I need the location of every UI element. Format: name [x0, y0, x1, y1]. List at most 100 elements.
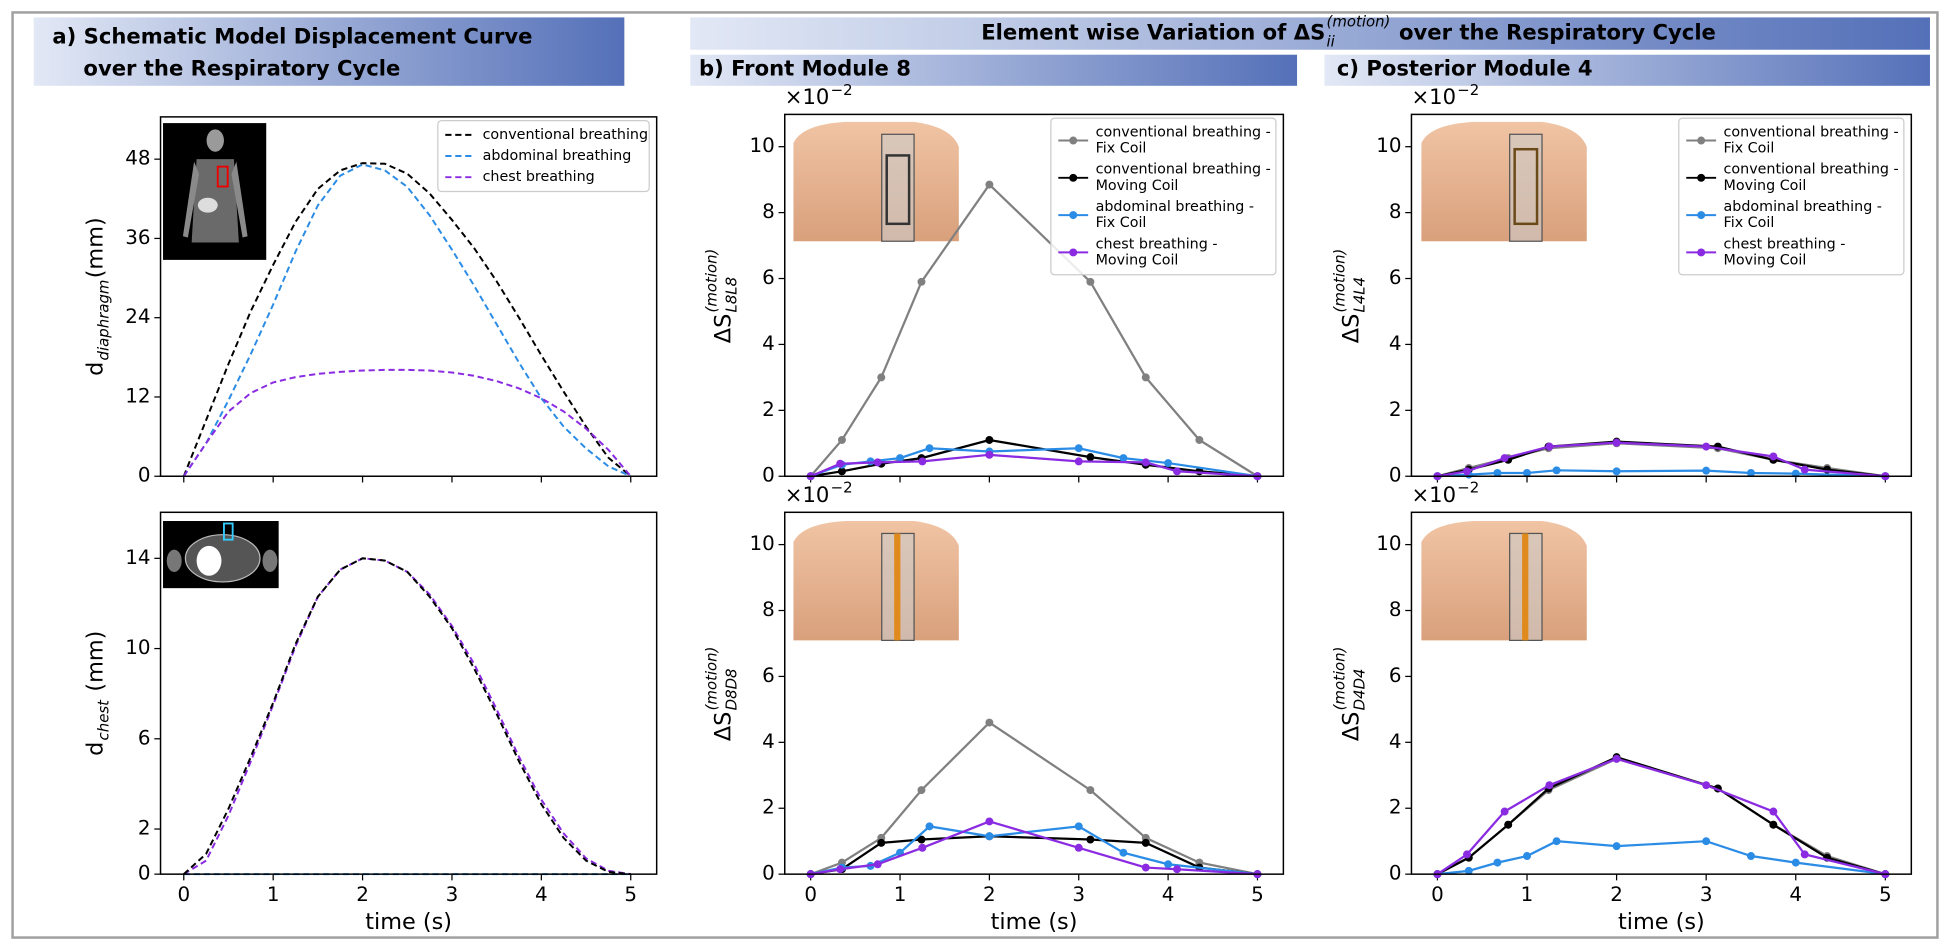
offset-text: ×10 −2 [1411, 479, 1479, 507]
data-point [1141, 458, 1150, 467]
data-layer: conventional breathing abdominal breathin… [159, 113, 1913, 879]
y-tick-label: 2 [1389, 796, 1402, 819]
label-text: Element wise Variation of ΔS [981, 20, 1325, 45]
label-sub: D4D4 [1350, 668, 1368, 710]
y-tick-label: 8 [1389, 200, 1402, 223]
data-point [1141, 838, 1150, 847]
label-after: (mm) [82, 631, 108, 699]
y-tick-label: 6 [762, 664, 775, 687]
data-point [1086, 835, 1095, 844]
data-point [1086, 277, 1095, 286]
data-point [1702, 837, 1711, 846]
offset-text: ×10 −2 [1411, 81, 1479, 109]
ct-coronal-inset [163, 123, 267, 260]
y-tick-label: 0 [138, 464, 151, 487]
y-tick-label: 4 [762, 730, 775, 753]
offset-exp: −2 [1457, 81, 1479, 99]
data-point [985, 450, 994, 459]
label-sup: (motion) [703, 249, 721, 313]
x-axis-label: time (s) [1618, 909, 1705, 935]
offset-base: ×10 [785, 84, 830, 109]
legend-label: conventional breathing [483, 127, 648, 143]
label-after: (mm) [82, 217, 108, 278]
data-point [1552, 466, 1561, 475]
data-point [896, 454, 905, 463]
data-point [1119, 848, 1128, 857]
data-point [1464, 866, 1473, 875]
data-point [1086, 453, 1095, 462]
data-point [1800, 850, 1809, 859]
data-point [1702, 781, 1711, 790]
header-a-line2: over the Respiratory Cycle [83, 56, 400, 81]
data-point [1702, 442, 1711, 451]
legend-marker [1697, 173, 1706, 182]
label-sub: diaphragm [95, 280, 113, 361]
x-tick-label: 3 [446, 883, 459, 906]
x-tick-label: 4 [1162, 883, 1175, 906]
y-tick-label: 12 [125, 384, 150, 407]
offset-text: ×10 −2 [785, 479, 853, 507]
y-tick-label: 4 [1389, 332, 1402, 355]
data-point [1463, 850, 1471, 859]
body-model-inset [1421, 521, 1587, 642]
header-main-text: Element wise Variation of ΔS (motion) ii o… [981, 12, 1716, 50]
y-tick-label: 10 [125, 636, 150, 659]
header-main: Element wise Variation of ΔS (motion) ii o… [981, 12, 1716, 50]
y-axis-label: ΔS(motion) D4D4 [1331, 647, 1369, 742]
legend-marker [1697, 211, 1706, 220]
data-point [1141, 863, 1150, 872]
y-tick-label: 10 [1376, 134, 1401, 157]
legend-label: chest breathing -Moving Coil [1096, 236, 1218, 268]
data-point [985, 832, 994, 841]
legend-label-line: Fix Coil [1724, 141, 1775, 157]
label-sub: chest [95, 699, 113, 741]
data-point [1173, 865, 1182, 874]
legend-label-line: conventional breathing - [1724, 124, 1899, 140]
x-tick-label: 1 [894, 883, 907, 906]
y-tick-label: 6 [138, 726, 151, 749]
data-point [1746, 468, 1755, 477]
legend-label: conventional breathing -Fix Coil [1724, 124, 1899, 156]
y-tick-label: 8 [1389, 598, 1402, 621]
y-tick-label: 10 [750, 134, 775, 157]
legend-label-line: Fix Coil [1724, 215, 1775, 231]
series-line [1437, 840, 1886, 876]
data-point [1493, 858, 1502, 867]
x-tick-label: 0 [804, 883, 817, 906]
header-box [33, 17, 625, 86]
offset-exp: −2 [831, 479, 853, 497]
x-tick-label: 3 [1072, 883, 1085, 906]
x-tick-label: 2 [983, 883, 996, 906]
data-point [837, 467, 846, 476]
body-model-inset [793, 521, 959, 642]
label-sub: L8L8 [723, 277, 741, 313]
legend-marker [1697, 248, 1706, 257]
header-box [690, 54, 1298, 86]
data-point [877, 838, 886, 847]
y-tick-label: 24 [125, 305, 150, 328]
y-tick-label: 6 [1389, 664, 1402, 687]
data-point [1769, 820, 1778, 829]
legend-label: abdominal breathing -Fix Coil [1724, 199, 1882, 231]
legend-label-line: abdominal breathing - [1724, 199, 1882, 215]
plot-frame [159, 511, 658, 875]
data-point [918, 843, 927, 852]
y-tick-label: 10 [1376, 532, 1401, 555]
data-point [917, 786, 926, 795]
x-tick-label: 4 [535, 883, 548, 906]
x-tick-label: 1 [267, 883, 280, 906]
body-model-inset [793, 121, 959, 242]
data-point [1612, 467, 1621, 476]
data-point [1504, 820, 1513, 829]
data-point [925, 822, 934, 831]
legend-marker [1069, 173, 1078, 182]
data-point [1119, 454, 1128, 463]
header-b: b) Front Module 8 [699, 56, 911, 81]
data-point [836, 865, 845, 874]
y-tick-label: 6 [762, 266, 775, 289]
series-line [182, 162, 632, 478]
x-axis-label: time (s) [365, 909, 452, 935]
legend-label: conventional breathing -Moving Coil [1096, 162, 1271, 194]
y-tick-label: 8 [762, 200, 775, 223]
